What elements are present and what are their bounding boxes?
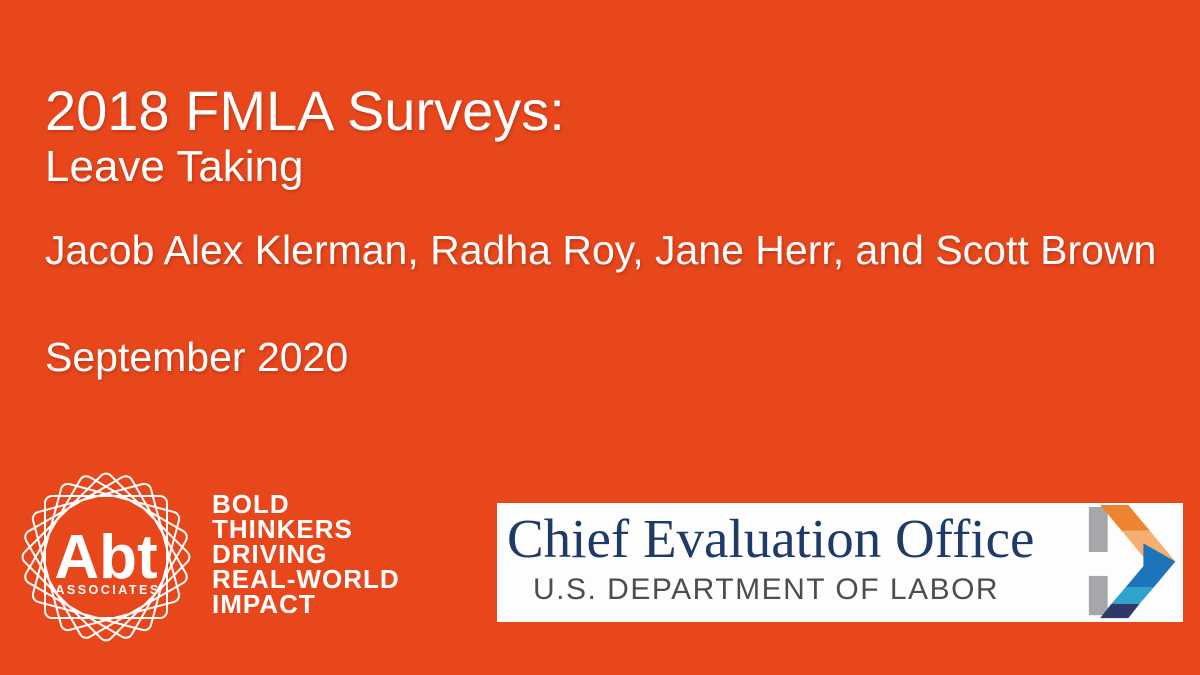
chief-evaluation-office-logo: Chief Evaluation Office U.S. DEPARTMENT … xyxy=(497,503,1183,622)
slide-title: 2018 FMLA Surveys: xyxy=(45,79,565,142)
abt-tagline-line: REAL-WORLD xyxy=(212,564,400,594)
abt-tagline-line: IMPACT xyxy=(212,589,316,619)
abt-tagline-line: THINKERS xyxy=(212,514,353,544)
dol-subtitle: U.S. DEPARTMENT OF LABOR xyxy=(533,573,1000,606)
abt-associates-logo-icon: Abt ASSOCIATES xyxy=(21,472,191,642)
authors-line: Jacob Alex Klerman, Radha Roy, Jane Herr… xyxy=(45,227,1157,273)
slide-subtitle: Leave Taking xyxy=(45,142,304,191)
date-line: September 2020 xyxy=(45,334,349,380)
abt-tagline: BOLD THINKERS DRIVING REAL-WORLD IMPACT xyxy=(212,489,400,619)
abt-tagline-line: BOLD xyxy=(212,489,290,519)
abt-tagline-line: DRIVING xyxy=(212,539,328,569)
abt-wordmark: Abt xyxy=(54,523,157,592)
dol-arrow-icon xyxy=(1088,505,1176,619)
ceo-title: Chief Evaluation Office xyxy=(507,508,1035,569)
abt-subtext: ASSOCIATES xyxy=(55,583,160,597)
